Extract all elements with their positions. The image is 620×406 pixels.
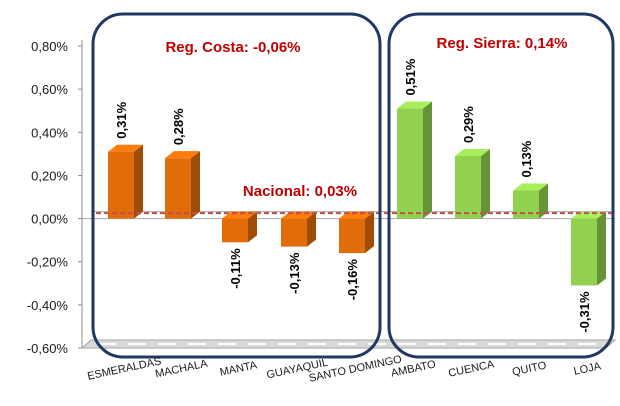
bar-front xyxy=(339,218,365,254)
data-label: 0,51% xyxy=(403,58,418,95)
bar-front xyxy=(455,156,481,219)
bar-santo-domingo xyxy=(339,211,374,254)
y-tick-label: 0,60% xyxy=(31,82,68,97)
bar-side xyxy=(365,211,374,254)
y-tick-label: -0,20% xyxy=(27,255,69,270)
y-tick-label: 0,20% xyxy=(31,168,68,183)
data-label: -0,31% xyxy=(577,291,592,333)
x-tick-label: MACHALA xyxy=(154,358,209,381)
bar-front xyxy=(571,218,597,286)
data-label: -0,13% xyxy=(287,252,302,294)
region-box-costa xyxy=(91,12,382,359)
bar-side xyxy=(134,144,143,219)
x-tick-label: CUENCA xyxy=(447,358,496,380)
data-label: -0,16% xyxy=(345,259,360,301)
data-label: 0,28% xyxy=(171,108,186,145)
bar-side xyxy=(597,211,606,286)
x-tick-label: MANTA xyxy=(219,359,259,379)
x-tick-label: LOJA xyxy=(573,360,603,378)
region-title-costa: Reg. Costa: -0,06% xyxy=(165,39,300,56)
bar-front xyxy=(165,158,191,219)
bar-side xyxy=(191,151,200,219)
bar-front xyxy=(281,218,307,247)
bar-machala xyxy=(165,151,200,219)
bar-front xyxy=(108,151,134,219)
bar-side xyxy=(248,211,257,243)
bars-group xyxy=(108,101,606,286)
bar-side xyxy=(481,149,490,219)
bar-front xyxy=(397,108,423,219)
y-tick-label: -0,40% xyxy=(27,298,69,313)
data-label: -0,11% xyxy=(228,248,243,289)
bar-quito xyxy=(513,183,548,219)
bar-loja xyxy=(571,211,606,286)
x-tick-label: ESMERALDAS xyxy=(86,355,162,382)
bar-front xyxy=(222,218,248,243)
x-tick-label: QUITO xyxy=(511,360,548,379)
region-boxes xyxy=(91,12,615,359)
y-axis: -0,60% -0,40% -0,20% 0,00% 0,20% 0,40% 0,60% 0,… xyxy=(27,39,83,356)
y-tick-label: 0,00% xyxy=(31,212,68,227)
bar-guayaquil xyxy=(281,211,316,247)
bar-manta xyxy=(222,211,257,243)
data-labels: 0,31% 0,28% -0,11% -0,13% -0,16% 0,51% 0,29% 0,… xyxy=(114,58,592,332)
region-box-sierra xyxy=(387,12,615,359)
bar-ambato xyxy=(397,101,432,219)
region-title-sierra: Reg. Sierra: 0,14% xyxy=(437,35,568,52)
bar-side xyxy=(423,101,432,219)
bar-esmeraldas xyxy=(108,144,143,219)
bar-top xyxy=(108,144,143,152)
bar-top xyxy=(513,183,548,191)
bar-cuenca xyxy=(455,149,490,219)
y-tick-label: 0,80% xyxy=(31,39,68,54)
data-label: 0,29% xyxy=(461,106,476,143)
bar-side xyxy=(539,183,548,219)
bar-top xyxy=(455,149,490,157)
bar-front xyxy=(513,190,539,219)
bar-side xyxy=(307,211,316,247)
reference-line-label: Nacional: 0,03% xyxy=(243,183,357,200)
y-tick-label: -0,60% xyxy=(27,341,69,356)
y-tick-label: 0,40% xyxy=(31,125,68,140)
data-label: 0,31% xyxy=(114,101,129,138)
bar-top xyxy=(165,151,200,159)
data-label: 0,13% xyxy=(519,140,534,177)
bar-top xyxy=(397,101,432,109)
